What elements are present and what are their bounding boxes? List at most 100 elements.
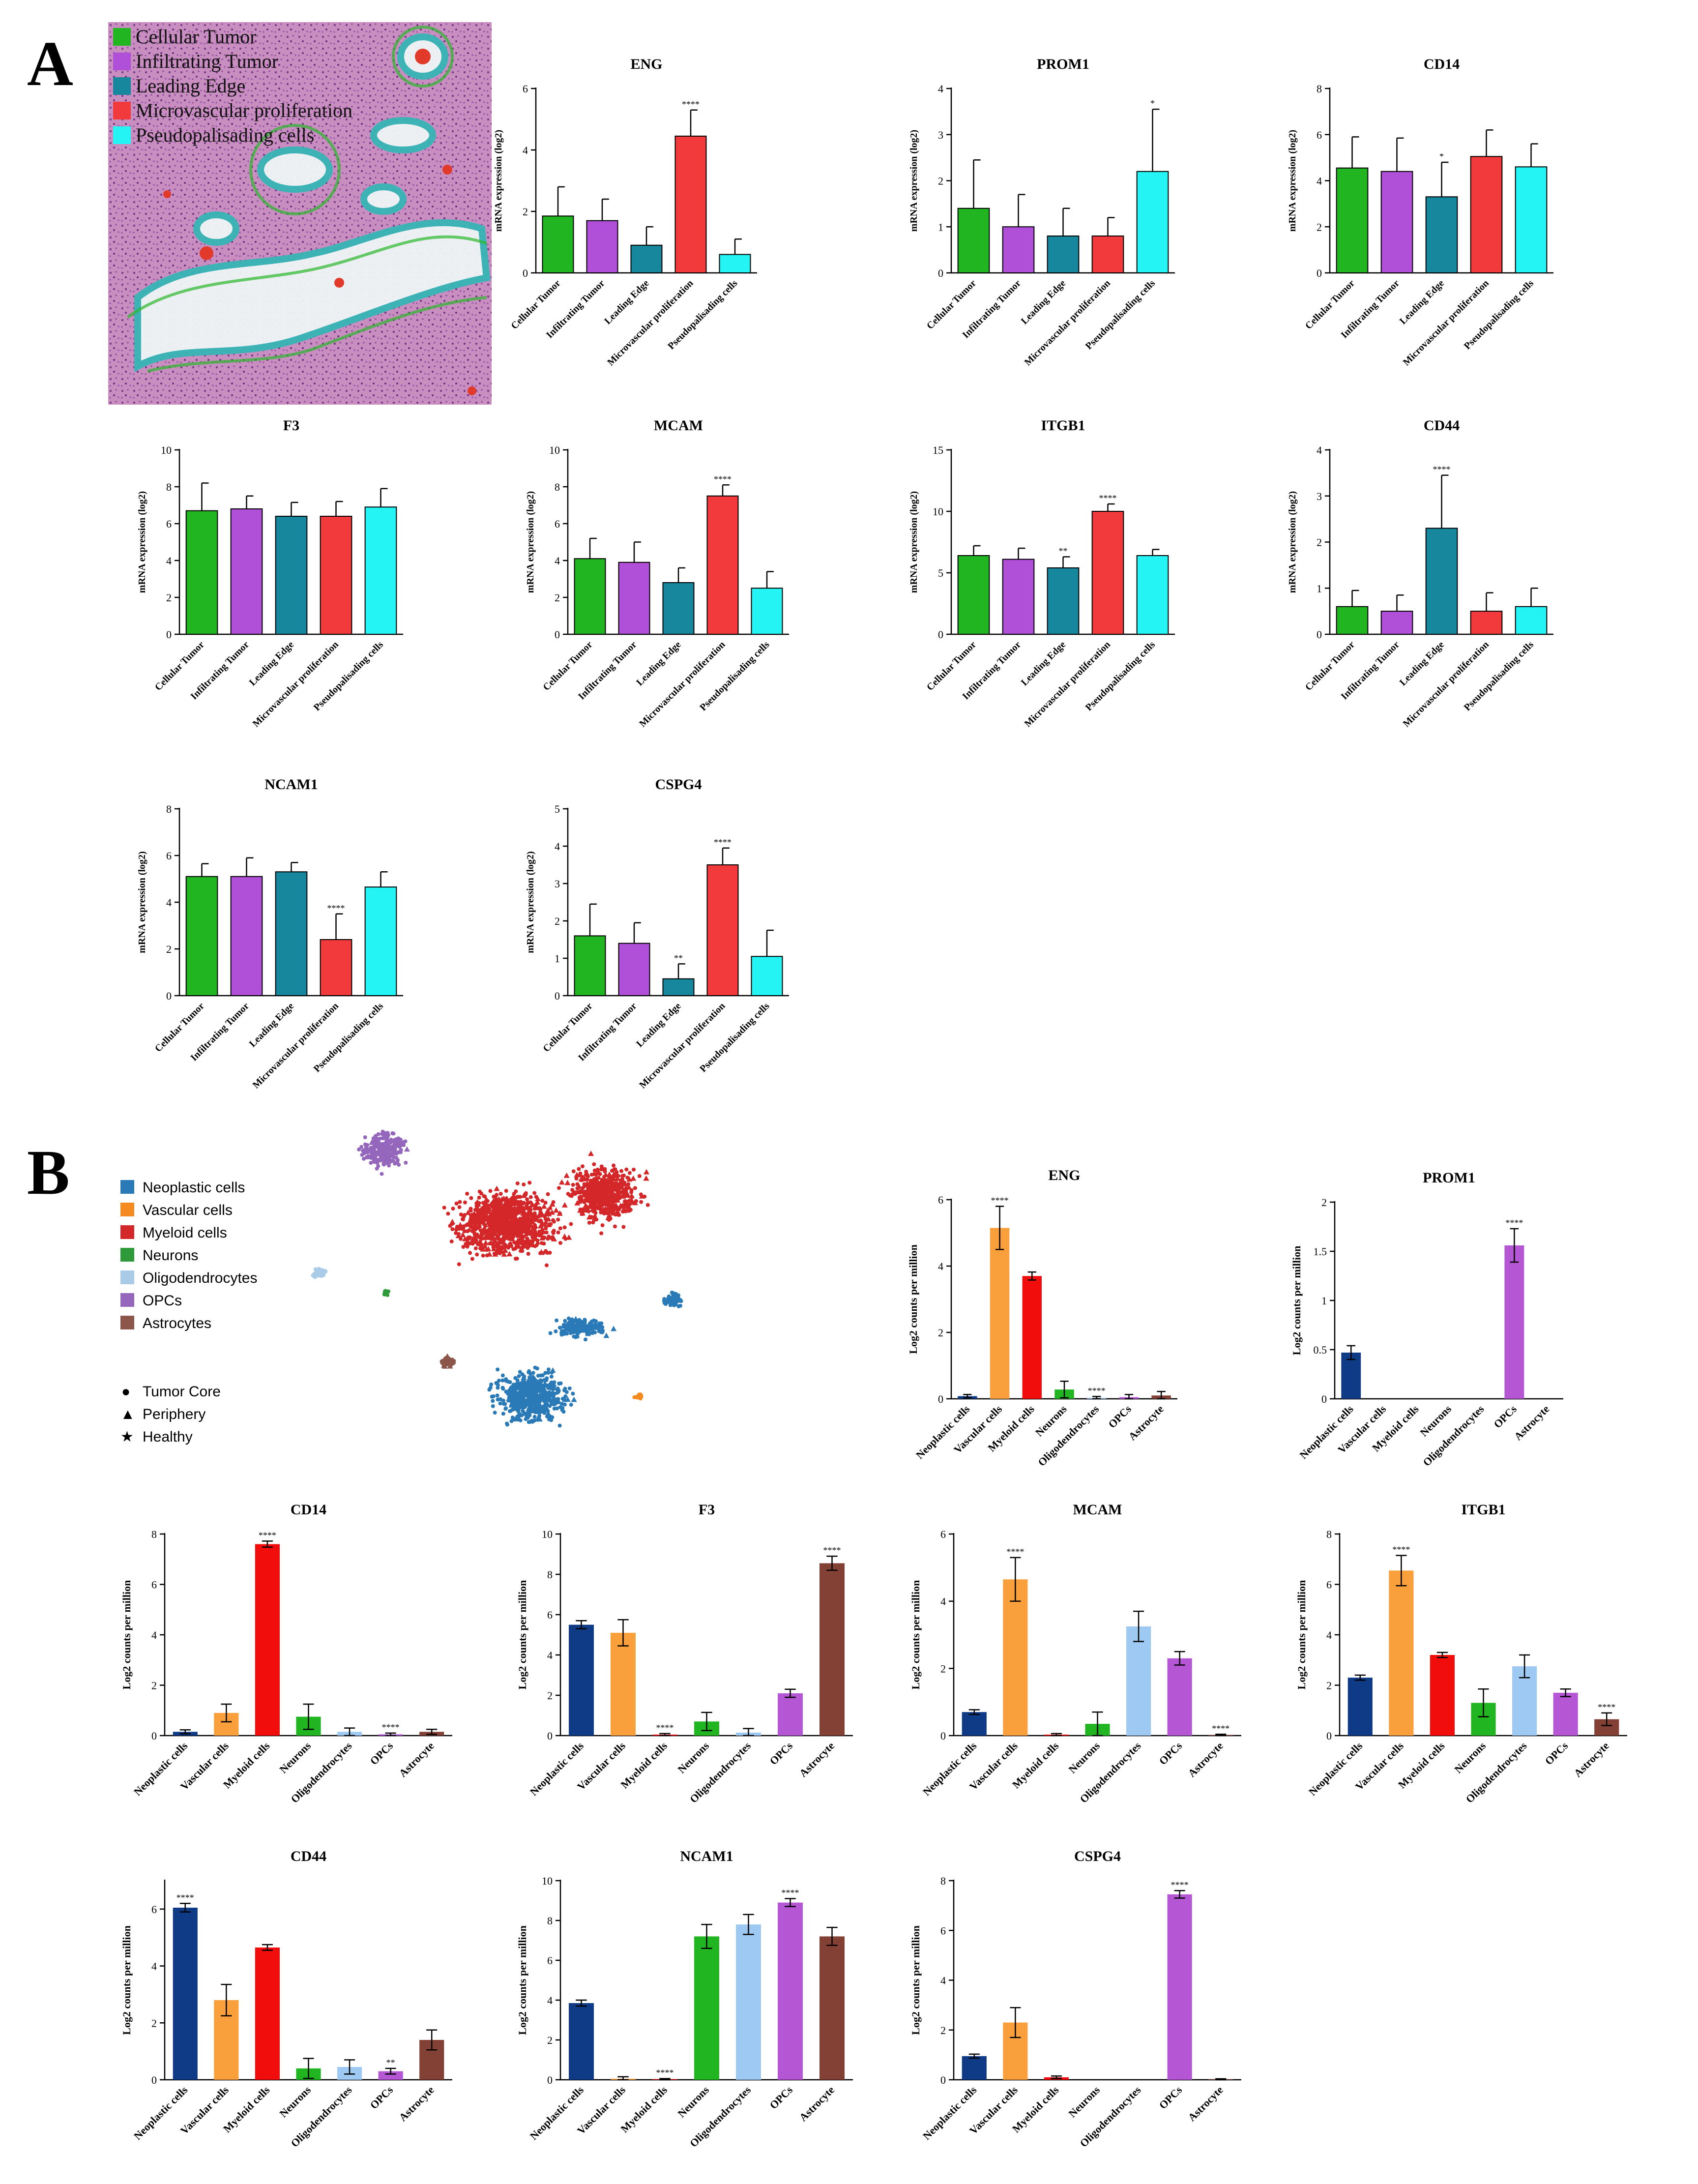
- bar: [364, 886, 397, 996]
- y-tick-label: 0: [1317, 628, 1322, 641]
- tsne-point: [534, 1199, 541, 1205]
- significance-label: **: [1059, 546, 1068, 556]
- y-tick-label: 1.5: [1314, 1245, 1327, 1258]
- y-tick-label: 2: [940, 1662, 946, 1675]
- bar: [957, 555, 990, 635]
- chart-b-cspg4: CSPG4 0 2 4 6 8 Log2 counts per million Neoplas…: [909, 1848, 1241, 2150]
- tsne-point: [479, 1237, 483, 1241]
- chart-b-f3: F3 0 2 4 6 8 10 Log2 counts per million Neoplast…: [516, 1502, 853, 1805]
- tsne-point: [531, 1232, 535, 1237]
- histology-green-contours: [127, 26, 487, 373]
- y-tick-label: 2: [166, 943, 172, 955]
- bar: [962, 1712, 987, 1736]
- tsne-point: [566, 1234, 572, 1240]
- tsne-point: [477, 1195, 481, 1200]
- bar: [1167, 1894, 1192, 2080]
- tsne-point: [512, 1240, 517, 1244]
- y-tick-label: 2: [1321, 1196, 1327, 1209]
- tsne-point: [469, 1196, 473, 1200]
- bar: [320, 516, 352, 635]
- category-label: Microvascular proliferation: [251, 1001, 341, 1091]
- y-tick-label: 2: [1326, 1680, 1332, 1692]
- tsne-point: [549, 1209, 556, 1215]
- category-label: Leading Edge: [634, 639, 683, 688]
- category-label: Microvascular proliferation: [251, 639, 341, 729]
- tsne-point: [457, 1205, 462, 1210]
- histology-image: Cellular Tumor Infiltrating Tumor Leadin…: [108, 22, 492, 405]
- category-label: Astrocyte: [797, 2084, 837, 2124]
- bar: [1470, 611, 1503, 635]
- tsne-point: [457, 1222, 464, 1228]
- bar: [1091, 511, 1124, 635]
- y-tick-label: 0: [547, 2074, 553, 2086]
- category-label: Microvascular proliferation: [1401, 639, 1491, 729]
- chart-b-eng: ENG 0 2 4 6 Log2 counts per million Neoplastic…: [907, 1167, 1177, 1469]
- y-tick-label: 8: [166, 803, 172, 815]
- tsne-point: [506, 1245, 510, 1250]
- legend-label-microvascular: Microvascular proliferation: [136, 99, 352, 121]
- tsne-point: [544, 1212, 548, 1217]
- y-tick-label: 0: [555, 628, 560, 641]
- chart-title: NCAM1: [264, 776, 318, 793]
- y-tick-label: 2: [151, 2017, 157, 2029]
- y-tick-label: 8: [151, 1528, 157, 1540]
- bar: [1047, 567, 1080, 635]
- tsne-point: [482, 1213, 487, 1218]
- y-tick-label: 15: [933, 444, 943, 456]
- tsne-point: [563, 1237, 568, 1241]
- y-tick-label: 6: [151, 1903, 157, 1916]
- y-tick-label: 0: [1321, 1393, 1327, 1405]
- tsne-point: [544, 1230, 549, 1235]
- y-axis-label: Log2 counts per million: [907, 1244, 919, 1354]
- y-tick-label: 0: [940, 2074, 946, 2086]
- category-label: Leading Edge: [1398, 278, 1446, 326]
- y-tick-label: 6: [547, 1954, 553, 1967]
- y-tick-label: 4: [940, 1975, 946, 1987]
- y-tick-label: 0: [1326, 1730, 1332, 1742]
- bar: [173, 1907, 198, 2080]
- chart-title: CD44: [291, 1848, 326, 1864]
- chart-title: MCAM: [1073, 1502, 1122, 1518]
- tsne-point: [504, 1189, 508, 1193]
- bar: [706, 864, 739, 996]
- significance-label: ****: [782, 1888, 799, 1897]
- tsne-point: [485, 1199, 490, 1203]
- tsne-point: [502, 1247, 508, 1253]
- tsne-point: [468, 1251, 472, 1255]
- tsne-point: [506, 1209, 510, 1213]
- bar: [230, 876, 263, 996]
- legend-swatch-leading-edge: [113, 77, 131, 95]
- tsne-point: [522, 1182, 526, 1187]
- significance-label: ****: [823, 1545, 841, 1555]
- y-tick-label: 2: [1317, 221, 1322, 233]
- bar: [674, 135, 707, 273]
- tsne-plot: Neoplastic cells Vascular cells Myeloid …: [120, 1129, 683, 1445]
- tsne-point: [527, 1221, 533, 1227]
- significance-label: ****: [1598, 1702, 1615, 1712]
- significance-label: ****: [682, 99, 700, 109]
- y-tick-label: 4: [547, 1994, 553, 2007]
- bar: [1553, 1692, 1578, 1736]
- tsne-point: [525, 1197, 529, 1202]
- bar: [574, 935, 606, 997]
- tsne-point: [569, 1222, 573, 1226]
- tsne-point: [513, 1257, 518, 1261]
- y-tick-label: 5: [938, 567, 943, 579]
- panel-label-a: A: [27, 29, 73, 99]
- tsne-point: [530, 1225, 537, 1231]
- tsne-point: [468, 1221, 474, 1227]
- bar: [569, 2003, 594, 2080]
- y-tick-label: 8: [1317, 83, 1322, 95]
- y-tick-label: 0: [938, 267, 943, 279]
- tsne-point: [544, 1221, 548, 1225]
- tsne-point: [544, 1226, 548, 1231]
- bar: [1430, 1655, 1455, 1736]
- tsne-point: [475, 1201, 481, 1207]
- y-tick-label: 6: [166, 850, 172, 862]
- histology-regions: [134, 33, 491, 372]
- y-tick-label: 0: [1317, 267, 1322, 279]
- category-label: Neurons: [675, 1740, 711, 1776]
- tsne-point: [512, 1197, 518, 1203]
